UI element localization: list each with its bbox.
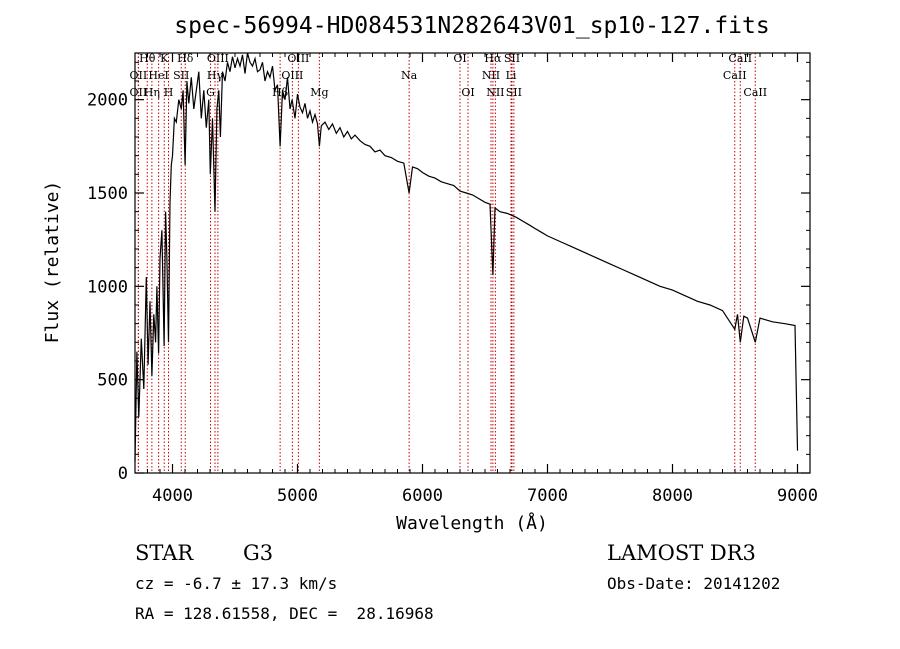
spectral-line-label: OII [130,69,148,82]
spectral-line-label: NII [486,86,504,99]
spectral-line-label: G [206,86,215,99]
x-tick-label: 9000 [777,486,818,506]
radial-velocity: cz = -6.7 ± 17.3 km/s [135,574,338,593]
spectral-line-label: CaII [728,52,752,65]
spectral-line-label: OIII [287,52,309,65]
spectral-line-label: CaII [743,86,767,99]
spectral-line-label: SII [173,69,189,82]
y-tick-label: 2000 [87,91,128,111]
spectral-line-label: CaII [723,69,747,82]
spectral-subclass: G3 [243,541,274,565]
x-tick-label: 8000 [652,486,693,506]
x-tick-label: 5000 [277,486,318,506]
spectral-line-label: SII [504,52,520,65]
coordinates: RA = 128.61558, DEC = 28.16968 [135,604,434,623]
spectral-line-label: Hδ [177,52,194,65]
x-tick-label: 6000 [402,486,443,506]
spectral-line-label: OIII [281,69,303,82]
spectral-line-label: Na [401,69,418,82]
object-type: STAR [135,541,194,565]
spectral-line-label: OII [130,86,148,99]
spectral-line-label: NII [482,69,500,82]
x-axis-ticks: 4000 5000 6000 7000 8000 9000 [134,53,818,506]
spectral-line-label: H [164,86,174,99]
spectral-line-label: Hθ [139,52,156,65]
spectral-line-label: Hγ [207,69,224,82]
spectral-line-label: Hα [484,52,502,65]
spectral-line-label: OI [461,86,474,99]
y-tick-label: 500 [97,371,128,391]
spectral-line-label: Mg [310,86,328,99]
survey-name: LAMOST DR3 [607,541,756,565]
spectral-line-label: OI [453,52,466,65]
spectral-line-markers [137,53,756,473]
y-tick-label: 0 [118,464,128,484]
chart-title: spec-56994-HD084531N282643V01_sp10-127.f… [174,13,769,39]
y-tick-label: 1500 [87,184,128,204]
observation-date: Obs-Date: 20141202 [607,574,781,593]
spectral-line-label: Li [506,69,517,82]
y-tick-label: 1000 [87,277,128,297]
spectral-line-label: SII [506,86,522,99]
flux-series-line [134,52,799,462]
y-axis-ticks: 0 500 1000 1500 2000 [87,61,810,484]
plot-frame [134,52,811,474]
spectral-line-label: K [160,52,169,65]
x-axis-label: Wavelength (Å) [396,512,548,534]
spectral-line-label: HeI [148,69,168,82]
spectrum-chart: spec-56994-HD084531N282643V01_sp10-127.f… [42,13,818,534]
x-tick-label: 4000 [152,486,193,506]
spectral-line-label: OIII [207,52,229,65]
x-tick-label: 7000 [527,486,568,506]
spectral-line-label: Hη [144,86,160,99]
y-axis-label: Flux (relative) [42,181,63,344]
